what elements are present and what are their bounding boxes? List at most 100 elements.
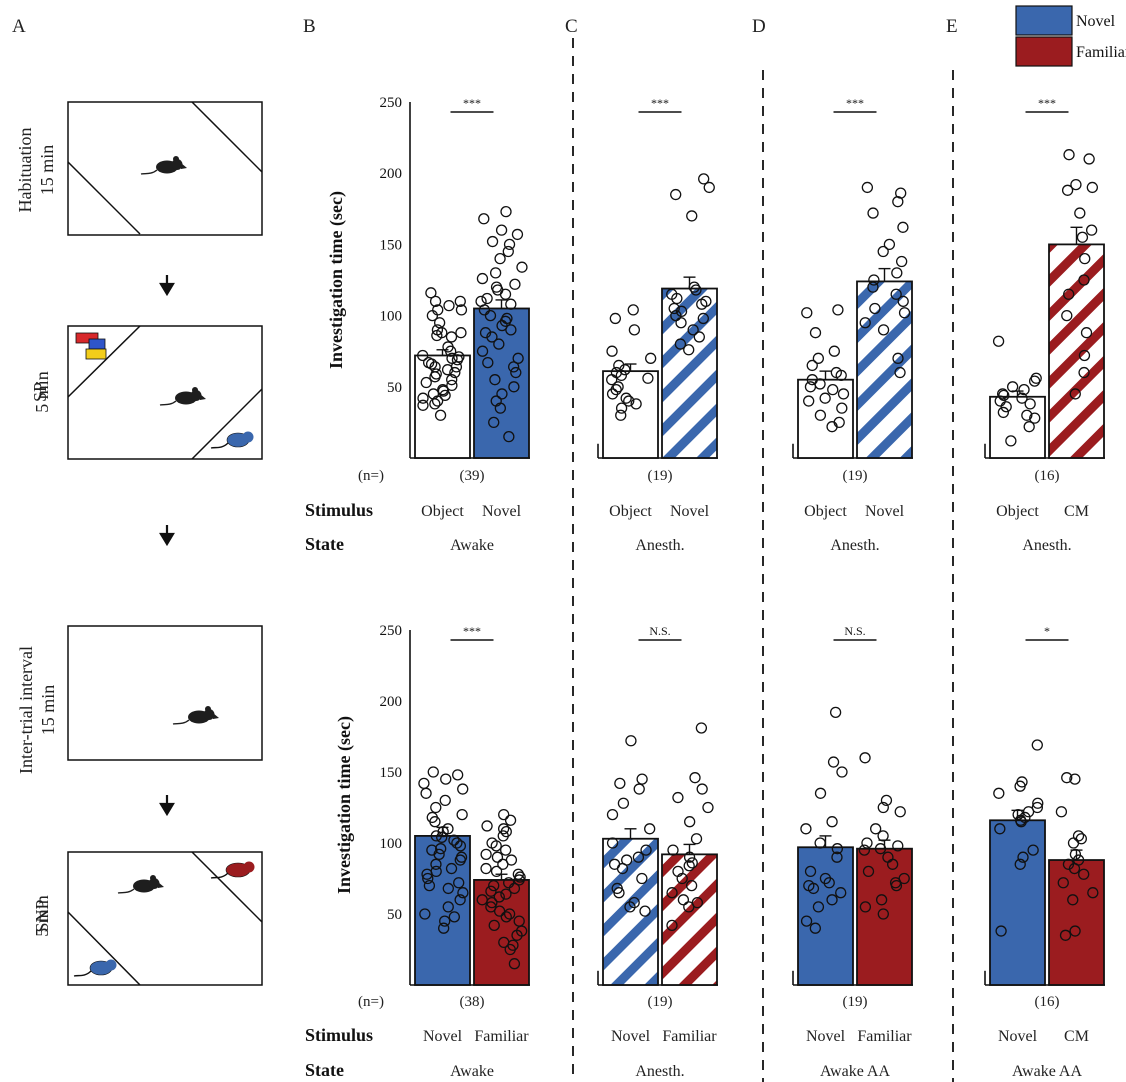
n-label-top: (n=) bbox=[358, 468, 384, 484]
stimulus-label: Novel bbox=[670, 503, 710, 520]
data-point bbox=[1069, 838, 1079, 848]
state-value: Awake bbox=[450, 1063, 494, 1080]
state-value: Anesth. bbox=[635, 537, 684, 554]
data-point bbox=[697, 784, 707, 794]
data-point bbox=[827, 817, 837, 827]
data-point bbox=[458, 784, 468, 794]
bar-cm bbox=[1049, 244, 1104, 458]
data-point bbox=[457, 810, 467, 820]
data-point bbox=[501, 289, 511, 299]
data-point bbox=[628, 305, 638, 315]
data-point bbox=[673, 793, 683, 803]
data-point bbox=[703, 803, 713, 813]
chart-e-top: Object CM***(16)Anesth. bbox=[985, 96, 1105, 554]
stimulus-label-top: Stimulus bbox=[305, 500, 373, 520]
data-point bbox=[868, 208, 878, 218]
n-value: (16) bbox=[1035, 468, 1060, 484]
chart-c-top: Object Novel *** (19) Anesth. bbox=[598, 96, 718, 554]
y-tick-label: 150 bbox=[380, 765, 403, 781]
legend-swatch-familiar bbox=[1016, 37, 1072, 66]
data-point bbox=[441, 774, 451, 784]
data-point bbox=[503, 247, 513, 257]
data-point bbox=[690, 773, 700, 783]
data-point bbox=[453, 770, 463, 780]
significance-label: *** bbox=[463, 96, 481, 110]
significance-label: *** bbox=[463, 624, 481, 638]
data-point bbox=[671, 190, 681, 200]
data-point bbox=[481, 849, 491, 859]
data-point bbox=[629, 325, 639, 335]
data-point bbox=[456, 328, 466, 338]
data-point bbox=[419, 778, 429, 788]
data-point bbox=[446, 332, 456, 342]
chart-b-bottom: 50100150200250Novel Familiar***(38)Awake bbox=[380, 623, 531, 1080]
data-point bbox=[1075, 208, 1085, 218]
data-point bbox=[1056, 807, 1066, 817]
data-point bbox=[895, 807, 905, 817]
stimulus-label: Novel bbox=[998, 1028, 1038, 1045]
data-point bbox=[505, 239, 515, 249]
panel-letter-a: A bbox=[12, 16, 26, 37]
data-point bbox=[892, 268, 902, 278]
panel-a: Habituation 15 min 🠇 SP 5 min Inter-tria… bbox=[15, 102, 262, 985]
data-point bbox=[1008, 382, 1018, 392]
data-point bbox=[440, 795, 450, 805]
significance-label: * bbox=[1044, 624, 1050, 638]
data-point bbox=[692, 834, 702, 844]
data-point bbox=[1084, 154, 1094, 164]
y-tick-label: 100 bbox=[380, 309, 403, 325]
n-value: (19) bbox=[648, 468, 673, 484]
data-point bbox=[1063, 185, 1073, 195]
legend: Novel Familiar bbox=[1016, 6, 1126, 66]
data-point bbox=[506, 815, 516, 825]
y-tick-label: 50 bbox=[387, 907, 402, 923]
data-point bbox=[491, 268, 501, 278]
data-point bbox=[512, 229, 522, 239]
data-point bbox=[501, 207, 511, 217]
stimulus-label: Object bbox=[804, 503, 847, 520]
bar-familiar bbox=[857, 849, 912, 985]
state-value: Awake AA bbox=[820, 1063, 891, 1080]
data-point bbox=[607, 346, 617, 356]
data-point bbox=[994, 336, 1004, 346]
n-label-bottom: (n=) bbox=[358, 994, 384, 1010]
n-value: (19) bbox=[843, 468, 868, 484]
data-point bbox=[801, 824, 811, 834]
chart-b-top: 50100150200250Object Novel***(39)Awake bbox=[380, 95, 531, 554]
data-point bbox=[645, 824, 655, 834]
data-point bbox=[510, 279, 520, 289]
stimulus-label: Novel bbox=[865, 503, 905, 520]
data-point bbox=[481, 864, 491, 874]
data-point bbox=[615, 778, 625, 788]
data-point bbox=[1030, 376, 1040, 386]
data-point bbox=[517, 262, 527, 272]
data-point bbox=[479, 214, 489, 224]
significance-label: N.S. bbox=[649, 624, 670, 638]
n-value: (19) bbox=[843, 994, 868, 1010]
arena-iti bbox=[68, 626, 262, 760]
data-point bbox=[610, 313, 620, 323]
stage-4-line2: 5 min bbox=[32, 895, 52, 937]
data-point bbox=[608, 810, 618, 820]
data-point bbox=[497, 225, 507, 235]
legend-label-familiar: Familiar bbox=[1076, 44, 1126, 61]
legend-swatch-novel bbox=[1016, 6, 1072, 35]
data-point bbox=[687, 211, 697, 221]
data-point bbox=[1032, 740, 1042, 750]
stimulus-label: Familiar bbox=[474, 1028, 529, 1045]
stimulus-label: Novel bbox=[806, 1028, 846, 1045]
n-value: (16) bbox=[1035, 994, 1060, 1010]
y-tick-label: 50 bbox=[387, 380, 402, 396]
panel-letter-e: E bbox=[946, 16, 958, 37]
significance-label: *** bbox=[651, 96, 669, 110]
panel-letter-b: B bbox=[303, 16, 316, 37]
state-value: Awake AA bbox=[1012, 1063, 1083, 1080]
data-point bbox=[426, 288, 436, 298]
data-point bbox=[1087, 182, 1097, 192]
data-point bbox=[477, 274, 487, 284]
data-point bbox=[1074, 831, 1084, 841]
data-point bbox=[488, 237, 498, 247]
data-point bbox=[816, 788, 826, 798]
charts: 50 100 150 200 250 Object Novel *** (39) Awake Obj… bbox=[380, 95, 1106, 1080]
data-point bbox=[898, 222, 908, 232]
